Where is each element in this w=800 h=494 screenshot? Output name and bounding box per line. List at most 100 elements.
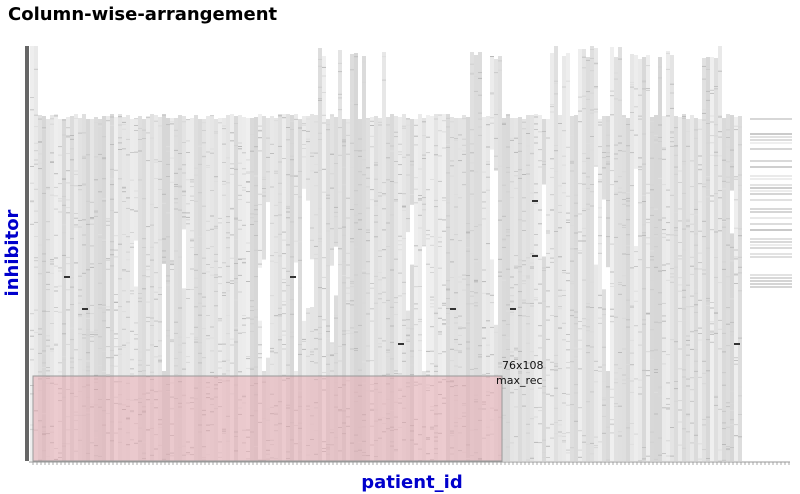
heatmap-column xyxy=(522,119,526,461)
heatmap-streak xyxy=(322,389,326,391)
heatmap-streak xyxy=(622,253,626,255)
heatmap-streak xyxy=(238,148,242,150)
heatmap-streak xyxy=(410,164,414,166)
heatmap-streak xyxy=(142,406,146,408)
heatmap-streak xyxy=(598,173,602,175)
heatmap-streak xyxy=(202,459,206,461)
heatmap-streak xyxy=(82,369,86,371)
heatmap-streak xyxy=(654,139,658,141)
heatmap-streak xyxy=(506,191,510,193)
heatmap-streak xyxy=(74,170,78,172)
heatmap-streak xyxy=(546,457,550,458)
heatmap-streak xyxy=(206,247,210,249)
heatmap-streak xyxy=(482,191,486,193)
heatmap-streak xyxy=(90,217,94,218)
heatmap-streak xyxy=(678,220,682,222)
heatmap-streak xyxy=(454,234,458,236)
heatmap-streak xyxy=(202,130,206,131)
heatmap-streak xyxy=(446,381,450,383)
heatmap-streak xyxy=(426,152,430,154)
heatmap-streak xyxy=(598,322,602,324)
heatmap-streak xyxy=(134,130,138,131)
heatmap-streak xyxy=(518,306,522,308)
heatmap-streak xyxy=(526,302,530,304)
heatmap-streak xyxy=(134,190,138,192)
heatmap-streak xyxy=(122,201,126,202)
heatmap-streak xyxy=(626,377,630,379)
heatmap-streak xyxy=(334,406,338,408)
heatmap-streak xyxy=(550,423,554,425)
heatmap-streak xyxy=(150,427,154,429)
heatmap-column xyxy=(430,116,434,461)
heatmap-streak xyxy=(450,360,454,362)
heatmap-streak xyxy=(62,178,66,180)
heatmap-streak xyxy=(682,376,686,378)
heatmap-column xyxy=(434,114,438,461)
heatmap-streak xyxy=(526,323,530,325)
heatmap-streak xyxy=(462,184,466,186)
heatmap-streak xyxy=(402,156,406,158)
heatmap-streak xyxy=(686,378,690,380)
heatmap-streak xyxy=(326,230,330,232)
heatmap-streak xyxy=(38,244,42,246)
heatmap-streak xyxy=(150,371,154,373)
heatmap-streak xyxy=(530,305,534,307)
heatmap-streak xyxy=(38,118,42,120)
heatmap-streak xyxy=(126,399,130,400)
heatmap-streak xyxy=(690,306,694,308)
heatmap-streak xyxy=(218,361,222,363)
heatmap-streak xyxy=(58,420,62,422)
heatmap-streak xyxy=(442,219,446,221)
heatmap-streak xyxy=(454,349,458,351)
heatmap-gap xyxy=(490,149,494,260)
heatmap-streak xyxy=(418,199,422,201)
heatmap-streak xyxy=(298,196,302,198)
heatmap-streak xyxy=(234,327,238,329)
heatmap-sparse-row xyxy=(750,229,792,231)
heatmap-gap xyxy=(606,267,610,371)
heatmap-streak xyxy=(670,234,674,236)
heatmap-streak xyxy=(38,141,42,143)
heatmap-streak xyxy=(714,332,718,334)
heatmap-streak xyxy=(486,176,490,178)
heatmap-streak xyxy=(522,394,526,396)
heatmap-streak xyxy=(282,239,286,241)
heatmap-streak xyxy=(474,302,478,304)
heatmap-streak xyxy=(714,86,718,87)
heatmap-streak xyxy=(438,331,442,333)
heatmap-streak xyxy=(218,382,222,383)
heatmap-streak xyxy=(358,184,362,186)
heatmap-streak xyxy=(518,291,522,293)
heatmap-streak xyxy=(458,352,462,354)
heatmap-streak xyxy=(414,124,418,126)
heatmap-streak xyxy=(210,350,214,352)
heatmap-streak xyxy=(378,293,382,295)
heatmap-streak xyxy=(566,362,570,363)
heatmap-streak xyxy=(362,452,366,453)
heatmap-streak xyxy=(422,158,426,159)
heatmap-streak xyxy=(602,397,606,399)
heatmap-streak xyxy=(122,270,126,272)
heatmap-streak xyxy=(718,116,722,118)
heatmap-streak xyxy=(242,152,246,154)
heatmap-streak xyxy=(342,282,346,284)
heatmap-streak xyxy=(590,149,594,151)
heatmap-streak xyxy=(346,277,350,279)
heatmap-streak xyxy=(582,67,586,69)
heatmap-streak xyxy=(350,348,354,350)
heatmap-streak xyxy=(34,266,38,268)
heatmap-streak xyxy=(250,224,254,225)
heatmap-streak xyxy=(518,266,522,268)
heatmap-streak xyxy=(126,138,130,140)
heatmap-streak xyxy=(502,246,506,248)
heatmap-streak xyxy=(254,316,258,318)
heatmap-streak xyxy=(178,402,182,404)
heatmap-streak xyxy=(558,227,562,229)
heatmap-column xyxy=(242,117,246,461)
heatmap-streak xyxy=(510,295,514,297)
heatmap-streak xyxy=(98,304,102,306)
heatmap-streak xyxy=(90,223,94,225)
heatmap-streak xyxy=(314,329,318,331)
heatmap-streak xyxy=(734,258,738,260)
heatmap-streak xyxy=(186,337,190,339)
